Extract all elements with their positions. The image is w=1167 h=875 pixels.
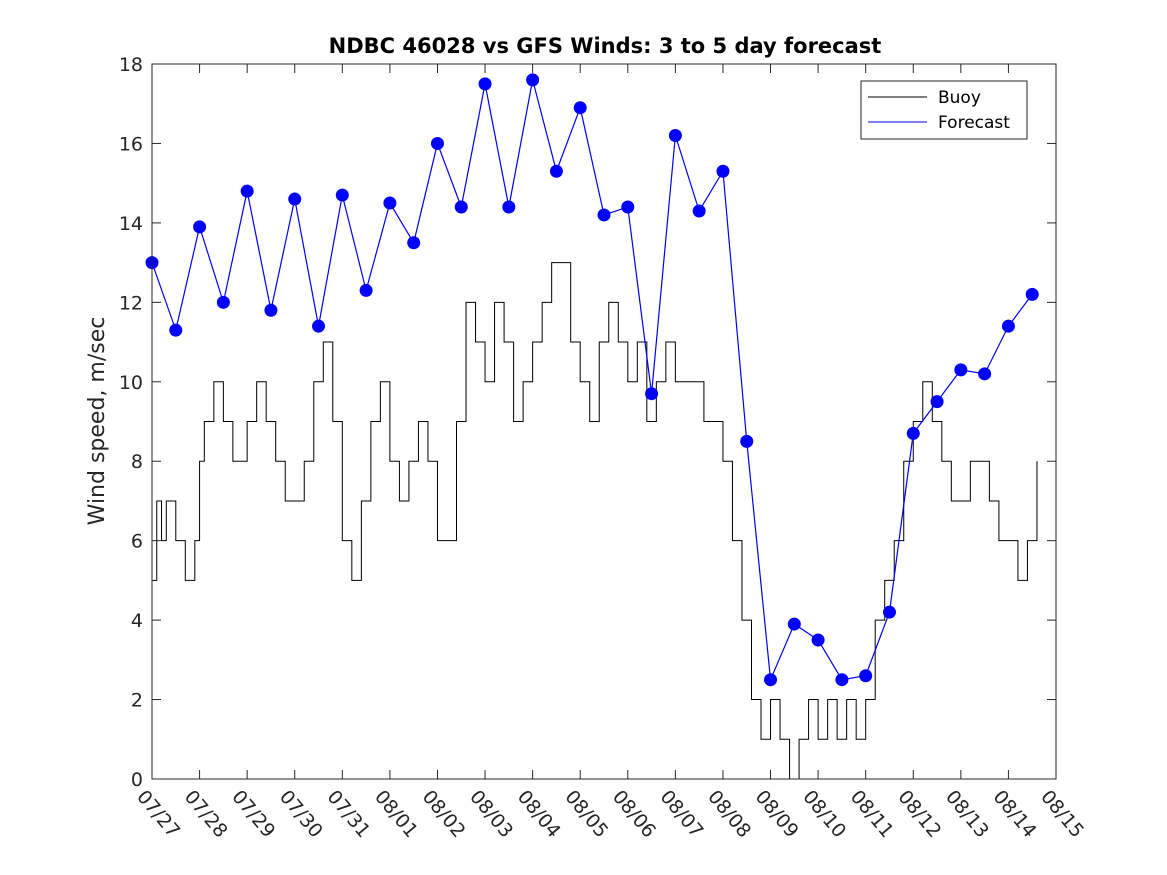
forecast-marker <box>169 323 183 337</box>
forecast-marker <box>692 204 706 218</box>
forecast-markers-layer <box>145 73 1039 687</box>
y-tick-label: 6 <box>131 531 143 553</box>
forecast-marker <box>930 395 944 409</box>
forecast-marker <box>597 208 611 222</box>
y-tick-label: 14 <box>119 213 143 235</box>
y-axis-label: Wind speed, m/sec <box>85 317 110 526</box>
forecast-marker <box>573 101 587 115</box>
forecast-marker <box>906 426 920 440</box>
y-axis: 0 2 4 6 8 10 12 14 16 18 <box>119 54 1056 791</box>
forecast-marker <box>526 73 540 87</box>
forecast-marker <box>1025 287 1039 301</box>
forecast-marker <box>882 605 896 619</box>
y-tick-label: 12 <box>119 292 143 314</box>
forecast-marker <box>716 164 730 178</box>
legend-forecast-label: Forecast <box>938 113 1010 133</box>
forecast-marker <box>312 319 326 333</box>
forecast-marker <box>502 200 516 214</box>
forecast-marker <box>978 367 992 381</box>
forecast-marker <box>216 295 230 309</box>
plot-area <box>145 63 1057 780</box>
legend: Buoy Forecast <box>860 80 1028 140</box>
forecast-marker <box>407 236 421 250</box>
forecast-marker <box>383 196 397 210</box>
y-tick-label: 10 <box>119 372 143 394</box>
forecast-marker <box>193 220 207 234</box>
y-tick-label: 2 <box>131 690 143 712</box>
y-tick-label: 18 <box>119 54 143 76</box>
forecast-marker <box>454 200 468 214</box>
forecast-marker <box>787 617 801 631</box>
forecast-marker <box>478 77 492 91</box>
buoy-line <box>152 262 1038 780</box>
forecast-marker <box>288 192 302 206</box>
buoy-series-layer <box>152 262 1038 780</box>
legend-box <box>860 80 1028 140</box>
forecast-marker <box>1001 319 1015 333</box>
forecast-marker <box>240 184 254 198</box>
forecast-marker <box>645 387 659 401</box>
y-tick-label: 4 <box>131 610 143 632</box>
forecast-line <box>151 79 1033 681</box>
forecast-marker <box>430 136 444 150</box>
forecast-marker <box>359 283 373 297</box>
axes-box <box>151 63 1057 780</box>
forecast-marker <box>621 200 635 214</box>
forecast-marker <box>549 164 563 178</box>
forecast-marker <box>859 669 873 683</box>
forecast-marker <box>740 434 754 448</box>
chart-title: NDBC 46028 vs GFS Winds: 3 to 5 day fore… <box>329 34 882 58</box>
forecast-marker <box>954 363 968 377</box>
forecast-marker <box>668 129 682 142</box>
forecast-marker <box>811 633 825 647</box>
y-tick-label: 8 <box>131 451 143 473</box>
forecast-marker <box>764 673 778 687</box>
forecast-marker <box>264 303 278 317</box>
forecast-marker <box>835 673 849 687</box>
y-tick-label: 0 <box>131 769 143 791</box>
axes-background <box>152 64 1056 779</box>
y-tick-label: 16 <box>119 133 143 155</box>
forecast-series-layer <box>151 79 1033 681</box>
legend-buoy-label: Buoy <box>938 88 981 108</box>
forecast-marker <box>335 188 349 202</box>
